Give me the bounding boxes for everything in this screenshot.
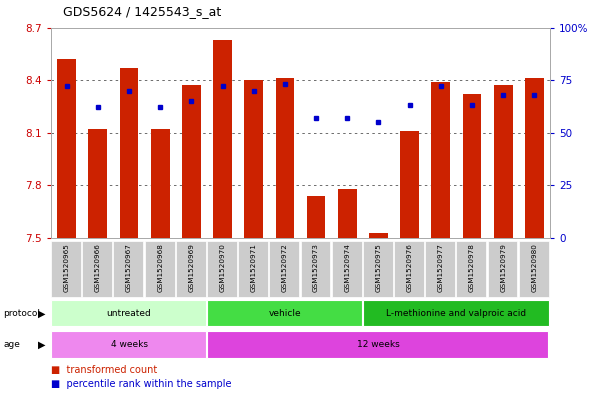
Text: GSM1520972: GSM1520972: [282, 243, 288, 292]
Bar: [151, 129, 169, 238]
Text: GSM1520973: GSM1520973: [313, 243, 319, 292]
Bar: [400, 131, 419, 238]
Bar: [245, 80, 263, 238]
Text: vehicle: vehicle: [269, 309, 301, 318]
Text: GSM1520970: GSM1520970: [219, 243, 225, 292]
Text: GSM1520971: GSM1520971: [251, 243, 257, 292]
Text: GSM1520980: GSM1520980: [531, 243, 537, 292]
Bar: [432, 82, 450, 238]
Bar: [369, 233, 388, 238]
Text: GSM1520966: GSM1520966: [95, 243, 101, 292]
Bar: [307, 196, 326, 238]
Text: L-methionine and valproic acid: L-methionine and valproic acid: [386, 309, 526, 318]
Bar: [57, 59, 76, 238]
Text: ▶: ▶: [38, 309, 46, 318]
Bar: [182, 85, 201, 238]
Text: 12 weeks: 12 weeks: [357, 340, 400, 349]
Text: GSM1520978: GSM1520978: [469, 243, 475, 292]
Text: GSM1520974: GSM1520974: [344, 243, 350, 292]
Text: GSM1520967: GSM1520967: [126, 243, 132, 292]
Bar: [525, 78, 544, 238]
Text: GSM1520976: GSM1520976: [407, 243, 413, 292]
Bar: [88, 129, 107, 238]
Bar: [120, 68, 138, 238]
Bar: [338, 189, 356, 238]
Text: GSM1520979: GSM1520979: [500, 243, 506, 292]
Text: age: age: [3, 340, 20, 349]
Bar: [463, 94, 481, 238]
Text: ■  percentile rank within the sample: ■ percentile rank within the sample: [51, 379, 231, 389]
Text: 4 weeks: 4 weeks: [111, 340, 147, 349]
Text: GSM1520968: GSM1520968: [157, 243, 163, 292]
Text: ▶: ▶: [38, 340, 46, 350]
Text: GSM1520975: GSM1520975: [376, 243, 382, 292]
Text: protocol: protocol: [3, 309, 40, 318]
Text: GSM1520965: GSM1520965: [64, 243, 70, 292]
Text: ■  transformed count: ■ transformed count: [51, 365, 157, 375]
Text: GDS5624 / 1425543_s_at: GDS5624 / 1425543_s_at: [63, 5, 221, 18]
Bar: [213, 40, 232, 238]
Text: GSM1520977: GSM1520977: [438, 243, 444, 292]
Bar: [494, 85, 513, 238]
Text: GSM1520969: GSM1520969: [188, 243, 194, 292]
Bar: [276, 78, 294, 238]
Text: untreated: untreated: [106, 309, 151, 318]
